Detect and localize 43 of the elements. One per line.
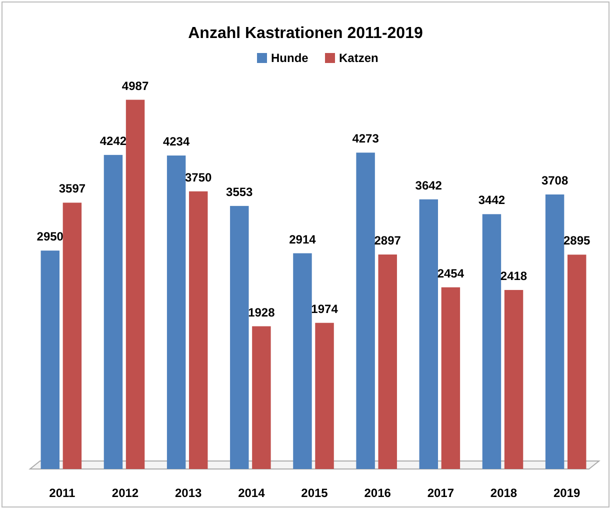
data-label: 1928 — [248, 305, 276, 320]
bar — [504, 290, 524, 469]
bar — [315, 322, 334, 469]
bar — [104, 154, 123, 469]
data-label: 3553 — [226, 184, 254, 199]
bar — [126, 100, 145, 469]
bar — [545, 194, 564, 469]
x-tick-label: 2015 — [301, 486, 328, 500]
bar — [252, 326, 271, 469]
legend-label: Hunde — [271, 51, 309, 65]
data-label: 3708 — [541, 173, 568, 188]
data-label: 2914 — [289, 232, 316, 246]
bar — [356, 152, 375, 469]
data-label: 4987 — [122, 78, 149, 93]
x-tick-label: 2014 — [238, 486, 266, 500]
x-tick-label: 2019 — [553, 486, 580, 500]
x-tick-label: 2011 — [49, 486, 76, 500]
bar — [166, 156, 186, 469]
data-label: 2950 — [36, 230, 64, 244]
x-tick-label: 2012 — [112, 486, 139, 500]
bar — [419, 199, 438, 469]
data-label: 4242 — [100, 134, 127, 148]
x-tick-label: 2016 — [364, 486, 392, 500]
legend-label: Katzen — [339, 51, 378, 65]
data-label: 4234 — [162, 134, 190, 149]
bar — [441, 287, 460, 469]
bar — [378, 254, 397, 469]
bar — [188, 191, 208, 469]
bar — [567, 254, 586, 469]
data-label: 3442 — [478, 193, 506, 208]
bar — [482, 214, 502, 469]
x-tick-label: 2018 — [490, 486, 518, 500]
data-label: 3597 — [58, 182, 86, 196]
chart-title: Anzahl Kastrationen 2011-2019 — [188, 25, 423, 42]
x-tick-label: 2017 — [427, 486, 454, 500]
data-label: 1974 — [311, 302, 338, 316]
bar — [40, 250, 60, 469]
data-label: 4273 — [352, 132, 380, 146]
x-tick-label: 2013 — [174, 486, 202, 500]
bar — [62, 202, 82, 469]
data-label: 3642 — [415, 178, 442, 192]
bar — [230, 206, 249, 469]
bar — [293, 253, 312, 469]
